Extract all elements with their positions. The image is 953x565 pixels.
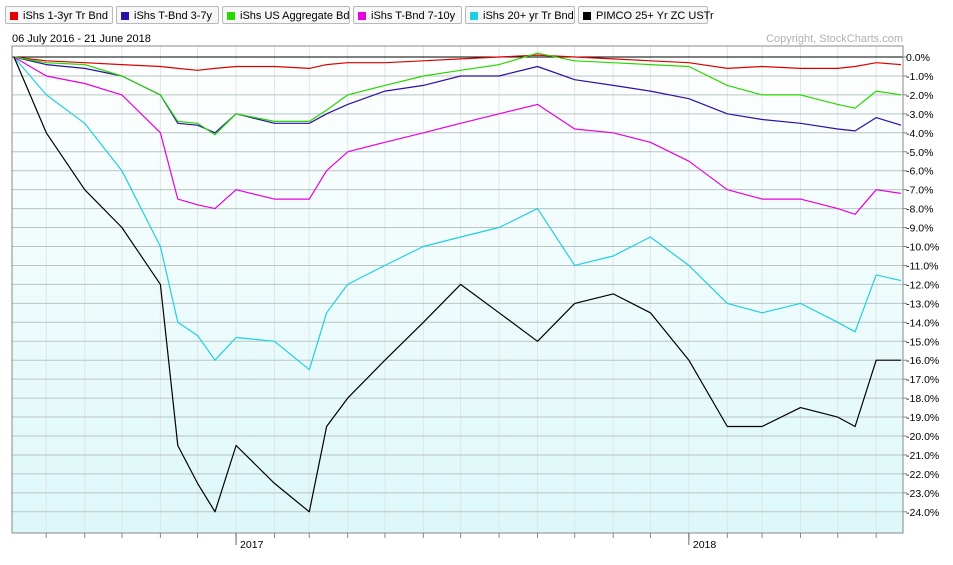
y-axis: 0.0% -1.0% -2.0% -3.0% -4.0% -5.0% -6.0% -7.0% -…	[903, 52, 939, 519]
y-tick-label: -14.0%	[906, 317, 939, 329]
y-tick-label: -19.0%	[906, 412, 939, 424]
legend-swatch	[583, 11, 591, 20]
y-tick-label: -15.0%	[906, 336, 939, 348]
y-tick-label: -7.0%	[906, 185, 933, 197]
y-tick-label: 0.0%	[906, 52, 930, 64]
y-tick-label: -24.0%	[906, 507, 939, 519]
y-tick-label: -9.0%	[906, 223, 933, 235]
x-tick-label: 2018	[693, 539, 717, 551]
legend-item-20plus[interactable]: iShs 20+ yr Tr Bnd	[465, 6, 575, 24]
legend-label: iShs US Aggregate Bd	[240, 10, 350, 22]
x-tick-label: 2017	[240, 539, 264, 551]
y-tick-label: -21.0%	[906, 450, 939, 462]
y-tick-label: -17.0%	[906, 374, 939, 386]
legend-item-1-3yr[interactable]: iShs 1-3yr Tr Bnd	[5, 6, 113, 24]
series-lines	[13, 52, 902, 513]
y-tick-label: -11.0%	[906, 260, 939, 272]
series-line-4	[13, 56, 902, 215]
x-gridlines	[45, 46, 877, 538]
legend-item-3-7y[interactable]: iShs T-Bnd 3-7y	[116, 6, 219, 24]
y-tick-label: -18.0%	[906, 393, 939, 405]
series-line-3	[13, 52, 902, 136]
y-gridlines	[12, 56, 903, 513]
y-tick-label: -3.0%	[906, 109, 933, 121]
legend-item-7-10y[interactable]: iShs T-Bnd 7-10y	[353, 6, 462, 24]
y-tick-label: -8.0%	[906, 204, 933, 216]
y-tick-label: -16.0%	[906, 355, 939, 367]
legend-item-pimco[interactable]: PIMCO 25+ Yr ZC USTr	[578, 6, 714, 24]
legend-label: iShs 20+ yr Tr Bnd	[483, 10, 574, 22]
y-tick-label: -6.0%	[906, 166, 933, 178]
legend-swatch	[470, 11, 478, 20]
legend-swatch	[121, 11, 129, 20]
legend-label: PIMCO 25+ Yr ZC USTr	[596, 10, 714, 22]
y-tick-label: -13.0%	[906, 298, 939, 310]
x-axis: 2017 2018	[235, 533, 717, 551]
copyright: Copyright, StockCharts.com	[766, 33, 903, 45]
series-line-1	[13, 54, 902, 71]
y-tick-label: -10.0%	[906, 242, 939, 254]
series-line-5	[13, 56, 902, 371]
series-line-6	[13, 56, 901, 513]
y-tick-label: -4.0%	[906, 128, 933, 140]
legend-swatch	[227, 11, 235, 20]
legend-label: iShs T-Bnd 3-7y	[134, 10, 213, 22]
legend-label: iShs 1-3yr Tr Bnd	[23, 10, 108, 22]
y-tick-label: -5.0%	[906, 147, 933, 159]
plot-border	[11, 45, 904, 534]
y-tick-label: -2.0%	[906, 90, 933, 102]
legend: iShs 1-3yr Tr Bnd iShs T-Bnd 3-7y iShs U…	[0, 0, 953, 30]
y-tick-label: -20.0%	[906, 431, 939, 443]
y-tick-label: -1.0%	[906, 71, 933, 83]
y-tick-label: -22.0%	[906, 469, 939, 481]
y-tick-label: -23.0%	[906, 488, 939, 500]
legend-swatch	[358, 11, 366, 20]
legend-item-aggregate[interactable]: iShs US Aggregate Bd	[222, 6, 350, 24]
y-tick-label: -12.0%	[906, 279, 939, 291]
date-range: 06 July 2016 - 21 June 2018	[12, 33, 151, 45]
legend-label: iShs T-Bnd 7-10y	[371, 10, 456, 22]
series-line-2	[13, 56, 902, 134]
legend-swatch	[10, 11, 18, 20]
